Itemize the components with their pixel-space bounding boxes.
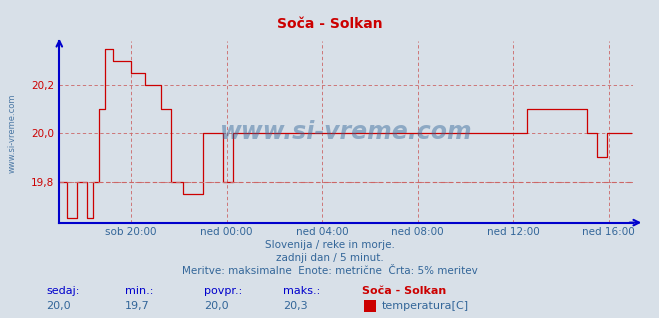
Text: 20,0: 20,0 — [46, 301, 71, 310]
Text: temperatura[C]: temperatura[C] — [382, 301, 469, 310]
Text: 19,7: 19,7 — [125, 301, 150, 310]
Text: 20,0: 20,0 — [204, 301, 229, 310]
Text: Slovenija / reke in morje.: Slovenija / reke in morje. — [264, 240, 395, 250]
Text: www.si-vreme.com: www.si-vreme.com — [8, 94, 17, 173]
Text: 20,3: 20,3 — [283, 301, 308, 310]
Text: www.si-vreme.com: www.si-vreme.com — [219, 120, 473, 144]
Text: povpr.:: povpr.: — [204, 286, 243, 296]
Text: Meritve: maksimalne  Enote: metrične  Črta: 5% meritev: Meritve: maksimalne Enote: metrične Črta… — [182, 266, 477, 276]
Text: Soča - Solkan: Soča - Solkan — [277, 17, 382, 31]
Text: sedaj:: sedaj: — [46, 286, 80, 296]
Text: zadnji dan / 5 minut.: zadnji dan / 5 minut. — [275, 253, 384, 263]
Text: maks.:: maks.: — [283, 286, 321, 296]
Text: min.:: min.: — [125, 286, 154, 296]
Text: Soča - Solkan: Soča - Solkan — [362, 286, 447, 296]
